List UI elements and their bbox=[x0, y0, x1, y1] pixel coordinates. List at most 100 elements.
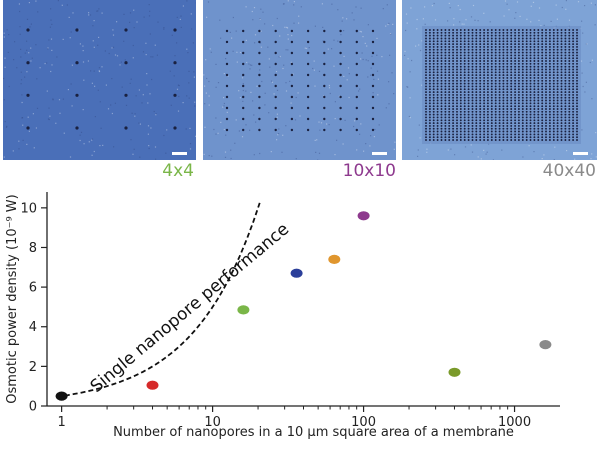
nanopore-dot bbox=[456, 54, 458, 57]
speckle bbox=[114, 54, 117, 56]
nanopore-dot bbox=[514, 108, 517, 110]
nanopore-dot bbox=[306, 117, 310, 121]
nanopore-dot bbox=[529, 37, 532, 40]
speckle bbox=[97, 44, 99, 46]
nanopore-dot bbox=[545, 40, 547, 43]
speckle bbox=[501, 149, 503, 151]
speckle bbox=[28, 130, 30, 132]
nanopore-dot bbox=[537, 71, 540, 74]
nanopore-dot bbox=[525, 40, 528, 43]
speckle bbox=[138, 122, 140, 124]
nanopore-dot bbox=[494, 85, 497, 88]
nanopore-dot bbox=[556, 29, 559, 31]
nanopore-dot bbox=[436, 139, 439, 141]
nanopore-dot bbox=[564, 113, 567, 116]
nanopore-dot bbox=[225, 73, 229, 77]
nanopore-dot bbox=[452, 124, 455, 127]
speckle bbox=[465, 19, 467, 21]
speckle bbox=[19, 26, 21, 28]
nanopore-dot bbox=[444, 60, 447, 62]
nanopore-dot bbox=[432, 119, 435, 122]
nanopore-dot bbox=[440, 122, 443, 125]
nanopore-dot bbox=[560, 127, 563, 130]
speckle bbox=[370, 74, 372, 76]
nanopore-dot bbox=[428, 65, 431, 68]
speckle bbox=[97, 10, 99, 12]
nanopore-dot bbox=[494, 124, 497, 127]
speckle bbox=[486, 151, 488, 153]
nanopore-dot bbox=[428, 88, 431, 91]
nanopore-dot bbox=[428, 62, 431, 65]
nanopore-dot bbox=[564, 105, 567, 108]
nanopore-dot bbox=[490, 110, 493, 113]
nanopore-dot bbox=[541, 88, 544, 91]
nanopore-dot bbox=[440, 136, 443, 139]
nanopore-dot bbox=[471, 88, 474, 91]
nanopore-dot bbox=[486, 60, 489, 62]
speckle bbox=[268, 112, 270, 114]
nanopore-dot bbox=[479, 51, 482, 54]
speckle bbox=[538, 7, 541, 9]
nanopore-dot bbox=[452, 99, 455, 102]
nanopore-dot bbox=[506, 105, 509, 108]
nanopore-dot bbox=[552, 43, 555, 46]
nanopore-dot bbox=[425, 124, 427, 127]
nanopore-dot bbox=[545, 99, 547, 102]
nanopore-dot bbox=[323, 106, 326, 110]
nanopore-dot bbox=[556, 102, 559, 105]
nanopore-dot bbox=[425, 99, 427, 102]
speckle bbox=[224, 156, 227, 158]
nanopore-dot bbox=[572, 96, 575, 99]
nanopore-dot bbox=[452, 133, 455, 136]
nanopore-dot bbox=[556, 124, 559, 127]
nanopore-dot bbox=[306, 40, 310, 44]
nanopore-dot bbox=[425, 34, 427, 37]
nanopore-dot bbox=[568, 34, 571, 37]
nanopore-dot bbox=[552, 34, 555, 37]
speckle bbox=[282, 134, 284, 136]
nanopore-dot bbox=[560, 60, 563, 62]
nanopore-dot bbox=[448, 102, 451, 105]
nanopore-dot bbox=[541, 68, 544, 71]
nanopore-dot bbox=[564, 139, 567, 141]
nanopore-dot bbox=[494, 74, 497, 77]
nanopore-dot bbox=[533, 105, 536, 108]
nanopore-dot bbox=[548, 43, 551, 46]
nanopore-dot bbox=[529, 60, 532, 62]
nanopore-dot bbox=[459, 96, 462, 99]
nanopore-dot bbox=[432, 76, 435, 79]
nanopore-dot bbox=[517, 65, 520, 68]
speckle bbox=[574, 158, 576, 160]
speckle bbox=[528, 145, 530, 147]
speckle bbox=[373, 136, 375, 138]
nanopore-dot bbox=[517, 54, 520, 57]
speckle bbox=[289, 80, 291, 82]
speckle bbox=[300, 6, 302, 8]
nanopore-dot bbox=[448, 40, 451, 43]
nanopore-dot bbox=[537, 48, 540, 51]
nanopore-dot bbox=[467, 37, 470, 40]
nanopore-dot bbox=[456, 76, 458, 79]
nanopore-dot bbox=[444, 99, 447, 102]
nanopore-dot bbox=[568, 79, 571, 82]
nanopore-dot bbox=[444, 119, 447, 122]
nanopore-dot bbox=[436, 31, 439, 34]
nanopore-dot bbox=[514, 71, 517, 74]
nanopore-dot bbox=[525, 43, 528, 46]
speckle bbox=[284, 26, 286, 28]
nanopore-dot bbox=[456, 57, 458, 60]
speckle bbox=[149, 93, 151, 95]
nanopore-dot bbox=[552, 88, 555, 91]
nanopore-dot bbox=[537, 93, 540, 96]
nanopore-dot bbox=[471, 133, 474, 136]
nanopore-dot bbox=[510, 127, 513, 130]
speckle bbox=[18, 140, 20, 142]
nanopore-dot bbox=[498, 71, 501, 74]
nanopore-dot bbox=[506, 60, 509, 62]
nanopore-dot bbox=[467, 105, 470, 108]
nanopore-dot bbox=[498, 62, 501, 65]
nanopore-dot bbox=[502, 133, 505, 136]
nanopore-dot bbox=[440, 29, 443, 31]
nanopore-dot bbox=[428, 105, 431, 108]
nanopore-dot bbox=[525, 71, 528, 74]
